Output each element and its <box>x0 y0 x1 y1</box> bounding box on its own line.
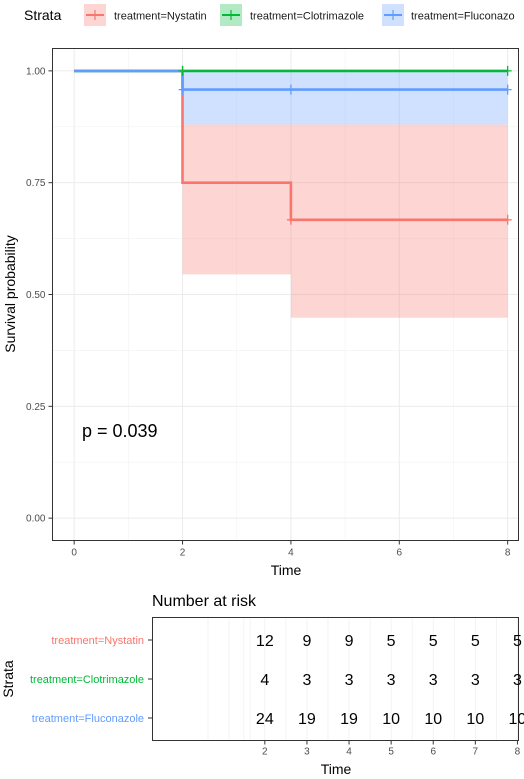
risk-table-cell: 19 <box>340 711 358 728</box>
risk-table-cell: 3 <box>387 672 396 689</box>
censor-marks <box>178 65 512 225</box>
survival-y-tick-label: 0.75 <box>26 178 46 189</box>
legend: Strata treatment=Nystatin treatment=Clot… <box>24 4 515 26</box>
risk-table-cell: 4 <box>260 672 269 689</box>
risk-table-background <box>152 617 519 741</box>
survival-x-tick-label: 4 <box>288 548 294 559</box>
survival-curves <box>74 69 508 222</box>
survival-y-tick-label: 0.25 <box>26 402 46 413</box>
risk-table-x-tick-label: 4 <box>346 747 352 758</box>
risk-table-row-label: treatment=Clotrimazole <box>30 674 144 686</box>
risk-table-y-axis-title: Strata <box>0 660 16 698</box>
risk-table-cell: 5 <box>429 633 438 650</box>
survival-grid <box>52 48 519 541</box>
legend-label-nystatin: treatment=Nystatin <box>114 11 207 23</box>
risk-table-x-tick-label: 7 <box>473 747 479 758</box>
risk-table-cell: 10 <box>424 711 442 728</box>
censor-mark-fluconazole <box>286 84 295 95</box>
survival-x-tick-label: 2 <box>180 548 186 559</box>
risk-table-cell: 5 <box>471 633 480 650</box>
risk-table-cell: 3 <box>345 672 354 689</box>
survival-y-tick-label: 0.50 <box>26 290 46 301</box>
legend-label-clotrimazole: treatment=Clotrimazole <box>250 11 364 23</box>
survival-x-tick-label: 6 <box>397 548 403 559</box>
risk-table-x-axis-title: Time <box>321 761 352 777</box>
censor-mark-nystatin <box>286 214 295 225</box>
survival-x-axis: 0 2 4 6 8 <box>71 540 511 559</box>
legend-title: Strata <box>24 7 62 23</box>
risk-table-cell: 5 <box>387 633 396 650</box>
risk-table-cell: 19 <box>298 711 316 728</box>
censor-mark-clotrimazole <box>503 65 512 76</box>
risk-table-cell: 3 <box>471 672 480 689</box>
risk-table-cell: 10 <box>466 711 484 728</box>
risk-table-cell: 10 <box>509 711 524 728</box>
risk-table-row-labels: treatment=Nystatin treatment=Clotrimazole… <box>30 635 153 725</box>
survival-y-tick-label: 1.00 <box>26 66 46 77</box>
risk-table-cell: 5 <box>513 633 522 650</box>
risk-table-cells: 12 9 9 5 5 5 5 4 3 3 3 3 3 3 24 19 19 10 10 10 10 <box>256 633 524 728</box>
risk-table-x-tick-label: 2 <box>262 747 268 758</box>
risk-table-x-tick-label: 6 <box>430 747 436 758</box>
risk-table: Number at risk 12 9 9 5 5 5 54 3 3 3 3 3 324 19 19 10 10… <box>0 593 524 777</box>
legend-label-fluconazole: treatment=Fluconazo <box>411 11 515 23</box>
risk-table-x-tick-label: 8 <box>515 747 521 758</box>
survival-y-axis: 0.00 0.25 0.50 0.75 1.00 <box>26 66 53 525</box>
p-value-annotation: p = 0.039 <box>82 421 158 441</box>
risk-table-cell: 24 <box>256 711 274 728</box>
risk-table-row-label: treatment=Nystatin <box>51 635 144 647</box>
censor-mark-fluconazole <box>178 84 187 95</box>
risk-table-x-axis: 2 3 4 5 6 7 8 <box>262 740 521 758</box>
survival-y-tick-label: 0.00 <box>26 514 46 525</box>
risk-table-x-tick-label: 3 <box>304 747 310 758</box>
survival-x-axis-title: Time <box>271 562 302 578</box>
risk-table-cell: 9 <box>345 633 354 650</box>
risk-table-cell: 10 <box>382 711 400 728</box>
risk-table-cell: 3 <box>302 672 311 689</box>
censor-mark-clotrimazole <box>178 65 187 76</box>
censor-mark-nystatin <box>503 214 512 225</box>
risk-table-cell: 3 <box>429 672 438 689</box>
risk-table-x-tick-label: 5 <box>388 747 394 758</box>
risk-table-cell: 9 <box>302 633 311 650</box>
survival-y-axis-title: Survival probability <box>2 235 18 353</box>
censor-mark-fluconazole <box>503 84 512 95</box>
survival-x-tick-label: 0 <box>71 548 77 559</box>
risk-table-cell: 12 <box>256 633 274 650</box>
survival-plot: 0 2 4 6 8 0.00 0.25 0.50 0.75 1.00 Time Survival… <box>2 48 519 578</box>
risk-table-title: Number at risk <box>152 593 257 610</box>
risk-table-row-label: treatment=Fluconazole <box>32 713 144 725</box>
survival-x-tick-label: 8 <box>505 548 511 559</box>
risk-table-cell: 3 <box>513 672 522 689</box>
survival-curve-fluconazole <box>74 69 508 91</box>
risk-table-grid <box>152 617 519 741</box>
